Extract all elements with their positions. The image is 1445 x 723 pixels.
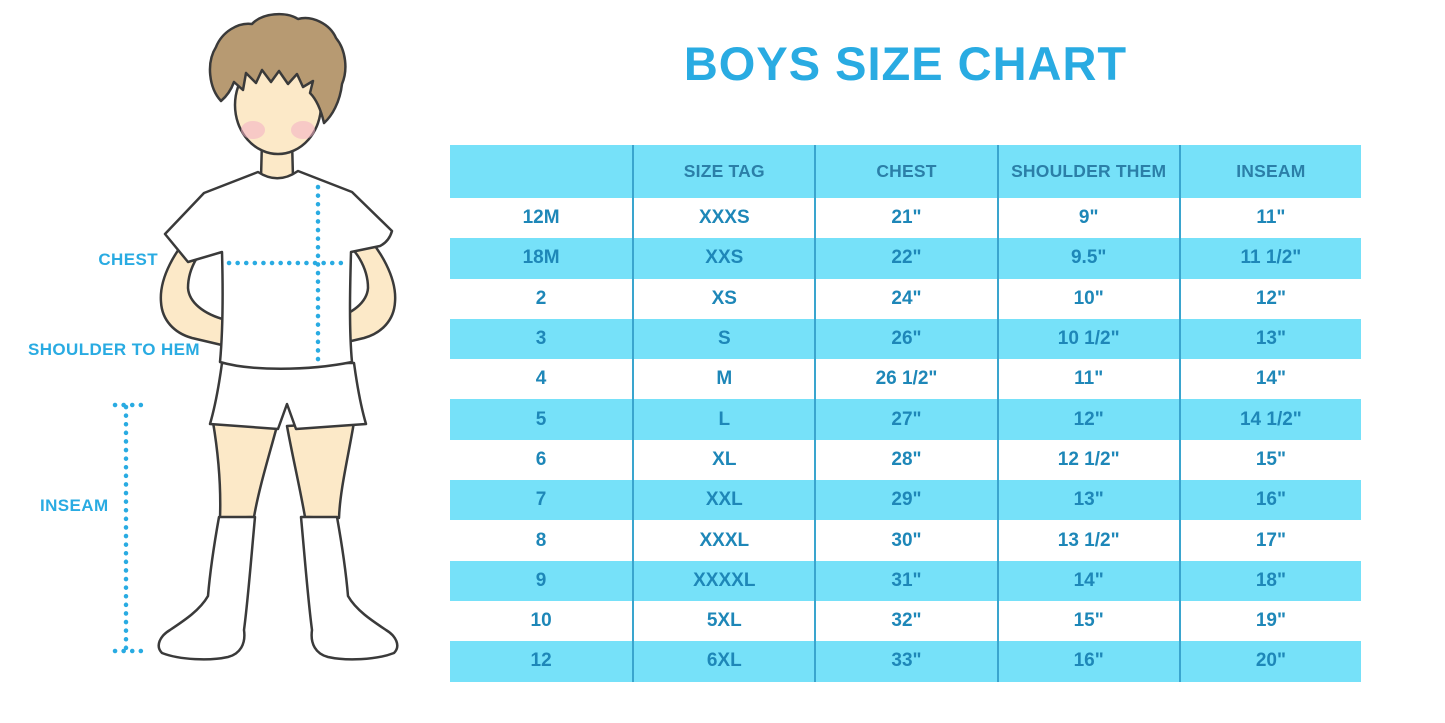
table-cell: 30" <box>814 520 996 561</box>
table-cell: 13" <box>1178 318 1361 360</box>
table-cell: 6XL <box>632 641 815 682</box>
table-cell: 4 <box>535 368 547 390</box>
header-cell-size-tag: SIZE TAG <box>632 145 815 198</box>
table-cell: 15" <box>996 600 1179 642</box>
table-cell: 12M <box>522 207 560 229</box>
table-cell: 9" <box>996 198 1179 239</box>
table-cell: 12 1/2" <box>996 439 1179 481</box>
table-cell: 20" <box>1178 641 1361 682</box>
leg-right <box>285 420 356 520</box>
table-cell: L <box>632 399 815 440</box>
header-cell-shoulder-them: SHOULDER THEM <box>996 145 1179 198</box>
table-cell: 2 <box>535 287 547 309</box>
table-cell: 21" <box>814 198 996 239</box>
shoulder-to-hem-label: SHOULDER TO HEM <box>28 340 200 359</box>
table-cell: 11" <box>1178 198 1361 239</box>
hair <box>208 12 347 125</box>
shorts <box>208 361 368 431</box>
table-cell: XXXS <box>632 198 814 239</box>
table-cell: 11 1/2" <box>1178 238 1361 279</box>
table-cell: 18" <box>1178 560 1361 601</box>
table-cell: XXL <box>632 480 815 521</box>
table-cell: 3 <box>450 318 633 360</box>
table-cell: 12 <box>450 641 633 682</box>
table-cell: 11" <box>996 359 1179 400</box>
size-chart-table: SIZE TAG CHEST SHOULDER THEM INSEAM 12M XXXS 2… <box>450 145 1361 682</box>
table-cell: M <box>632 359 814 400</box>
table-cell: 10" <box>996 278 1179 319</box>
table-cell: 16" <box>996 641 1179 682</box>
table-cell: 31" <box>814 560 997 601</box>
table-cell: 32" <box>814 600 996 642</box>
page-title: BOYS SIZE CHART <box>683 37 1128 90</box>
table-cell: 6 <box>535 448 547 470</box>
table-cell: 12" <box>1178 278 1361 319</box>
sock-left <box>157 515 257 661</box>
table-cell: 17" <box>1178 520 1361 561</box>
sock-right <box>299 515 399 661</box>
table-cell: XXS <box>632 238 815 279</box>
table-cell: 18M <box>450 238 633 279</box>
table-cell: XXXL <box>632 520 814 561</box>
header-cell-chest: CHEST <box>814 145 997 198</box>
t-shirt <box>163 169 394 370</box>
cheek-right <box>291 121 315 139</box>
table-cell: 14" <box>1178 359 1361 400</box>
table-cell: 28" <box>814 439 996 481</box>
table-cell: 29" <box>814 480 997 521</box>
table-cell: 5XL <box>632 600 814 642</box>
table-cell: 33" <box>814 641 997 682</box>
table-cell: 10 1/2" <box>996 318 1179 360</box>
inseam-measure-line <box>112 402 144 654</box>
table-cell: 13" <box>996 480 1179 521</box>
table-cell: XL <box>632 439 814 481</box>
header-cell-inseam: INSEAM <box>1178 145 1361 198</box>
table-cell: 14 1/2" <box>1178 399 1361 440</box>
leg-left <box>211 420 279 520</box>
table-cell: 10 <box>530 610 552 632</box>
table-cell: 26" <box>814 318 997 360</box>
table-cell: XXXXL <box>632 560 815 601</box>
table-cell: 7 <box>450 480 633 521</box>
table-cell: 9.5" <box>996 238 1179 279</box>
table-cell: 22" <box>814 238 997 279</box>
table-cell: 19" <box>1178 600 1361 642</box>
table-cell: 8 <box>535 529 547 551</box>
table-cell: 15" <box>1178 439 1361 481</box>
table-cell: 12" <box>996 399 1179 440</box>
table-cell: 27" <box>814 399 997 440</box>
table-cell: 13 1/2" <box>996 520 1179 561</box>
table-cell: 24" <box>814 278 996 319</box>
table-cell: 16" <box>1178 480 1361 521</box>
header-cell-size <box>450 145 633 198</box>
table-cell: 26 1/2" <box>814 359 996 400</box>
table-cell: 14" <box>996 560 1179 601</box>
table-cell: 5 <box>450 399 633 440</box>
inseam-label: INSEAM <box>40 496 109 515</box>
chest-label: CHEST <box>98 250 158 269</box>
cheek-left <box>241 121 265 139</box>
table-cell: S <box>632 318 815 360</box>
table-cell: 9 <box>450 560 633 601</box>
boy-measurement-figure <box>112 12 399 661</box>
table-cell: XS <box>632 278 814 319</box>
